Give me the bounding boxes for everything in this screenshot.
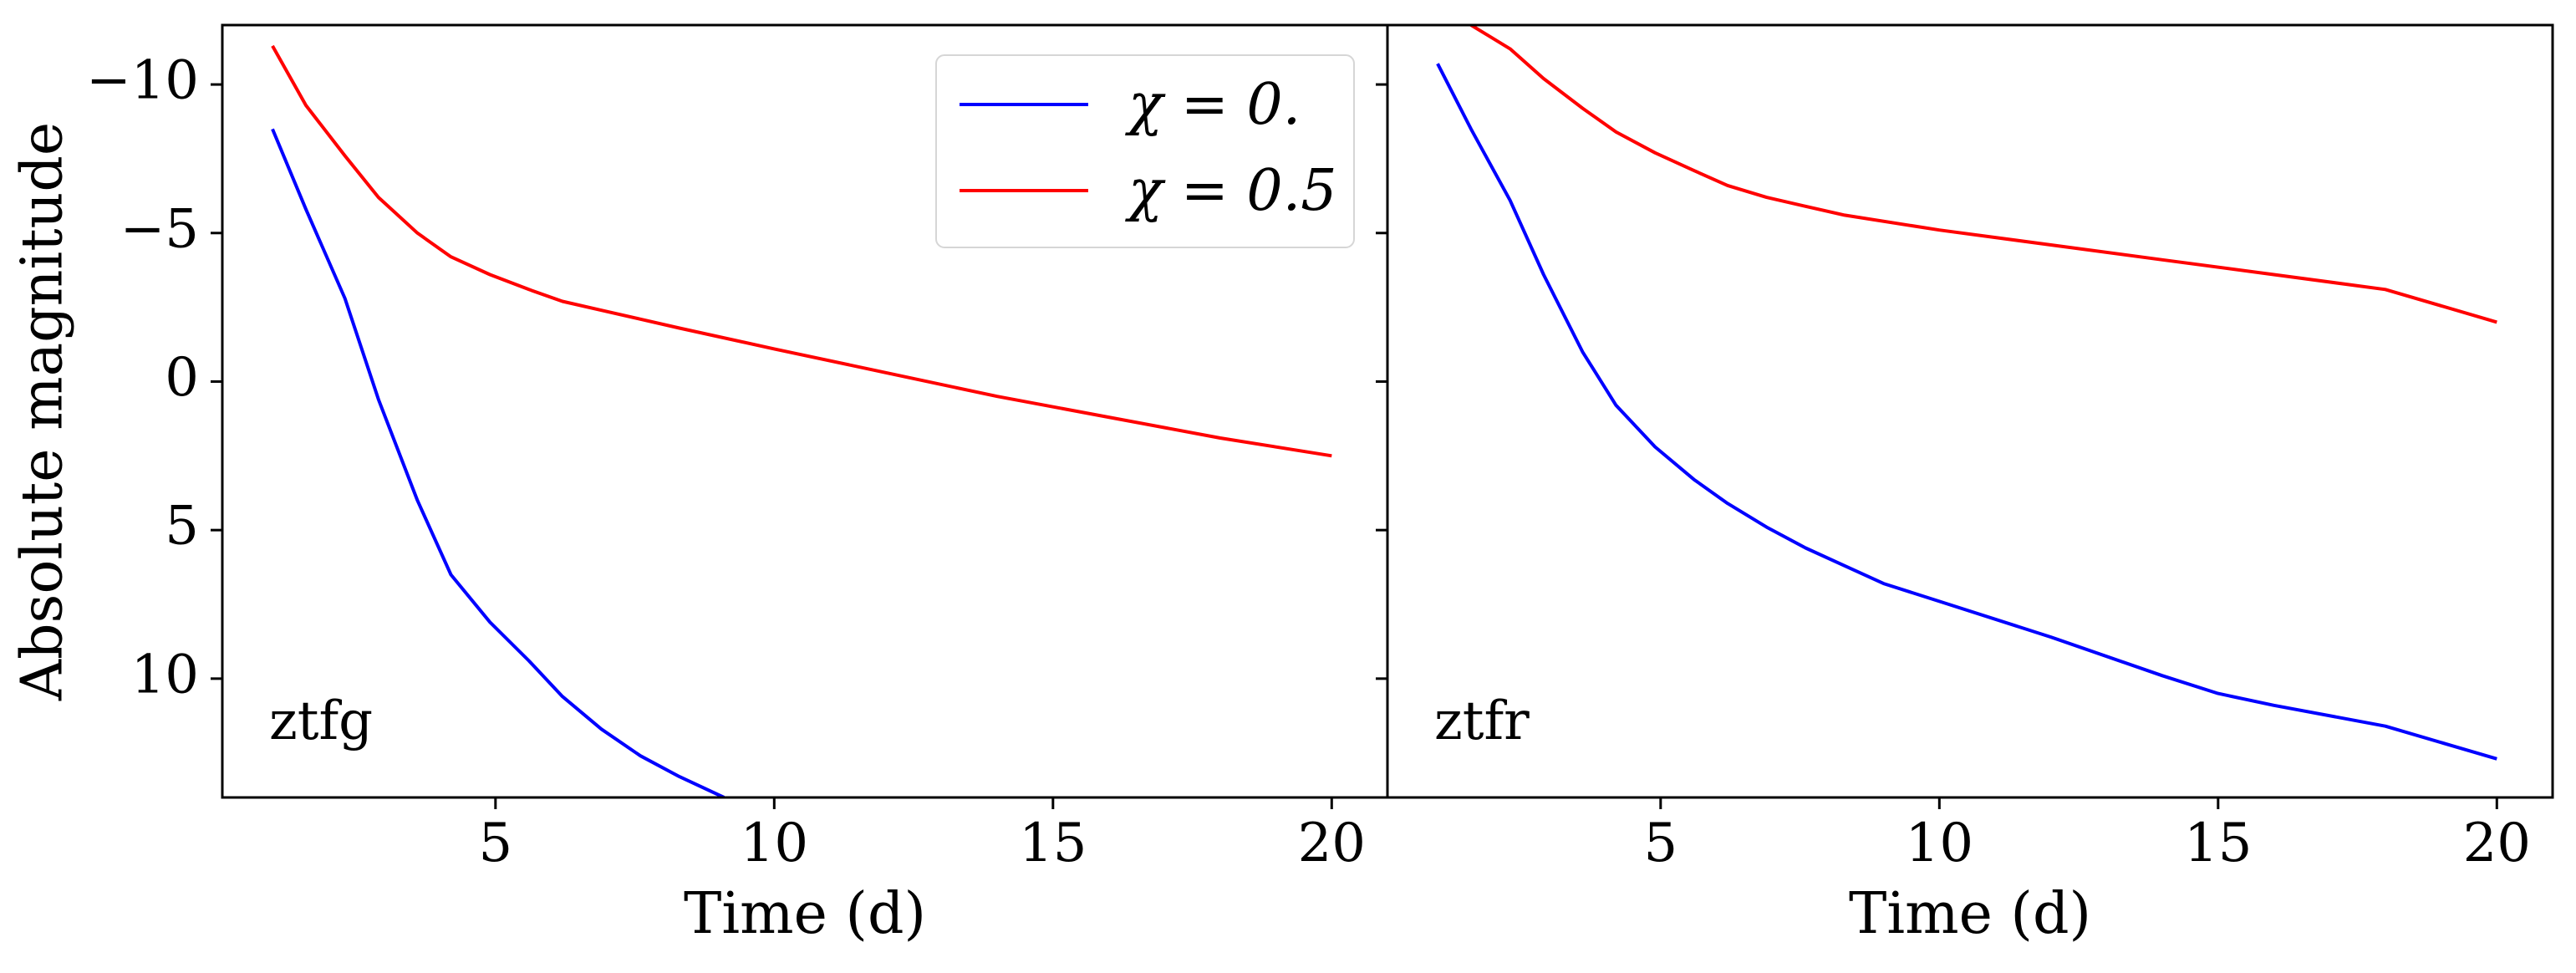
legend: χ = 0. χ = 0.5 [935,54,1355,248]
y-tick-label: −5 [120,198,199,260]
panel-ztfg-xticks: 5 10 15 20 [478,797,1366,874]
y-axis-label: Absolute magnitude [10,122,76,701]
panel-ztfr-line-chi-0 [1436,63,2497,761]
panel-ztfr-line-chi-0-5 [1469,25,2497,324]
panel-ztfr-series [1436,25,2497,761]
panel-ztfr-x-axis-label: Time (d) [1849,881,2091,947]
panel-ztfr-yticks [1376,83,1387,680]
x-tick-label: 5 [1643,813,1677,874]
y-tick-label: −10 [86,50,199,112]
panel-ztfr-band-label: ztfr [1434,690,1530,752]
legend-label-chi-0: χ = 0. [1125,72,1301,138]
legend-label-chi-0-5: χ = 0.5 [1125,158,1337,224]
y-tick-label: 10 [131,644,199,706]
x-tick-label: 10 [1906,813,1973,874]
panel-ztfr-frame [1386,23,2554,799]
panel-ztfg: 5 10 15 20 −10 −5 0 5 10 ztfg Time (d) [86,23,1389,947]
panel-ztfg-yticks: −10 −5 0 5 10 [86,50,222,706]
x-tick-label: 20 [2463,813,2531,874]
y-tick-label: 5 [165,496,199,558]
panel-ztfr-xticks: 5 10 15 20 [1643,797,2531,874]
panel-ztfg-line-chi-0-5 [271,44,1332,458]
x-tick-label: 20 [1298,813,1366,874]
x-tick-label: 15 [1019,813,1087,874]
panel-ztfg-band-label: ztfg [269,690,373,752]
x-tick-label: 10 [741,813,808,874]
panel-ztfr: 5 10 15 20 ztfr Time (d) [1376,23,2554,947]
panel-ztfg-line-chi-0 [271,128,725,797]
panel-ztfg-series [271,44,1332,797]
x-tick-label: 5 [478,813,512,874]
x-tick-label: 15 [2184,813,2252,874]
panel-ztfg-x-axis-label: Time (d) [684,881,926,947]
y-tick-label: 0 [165,347,199,409]
